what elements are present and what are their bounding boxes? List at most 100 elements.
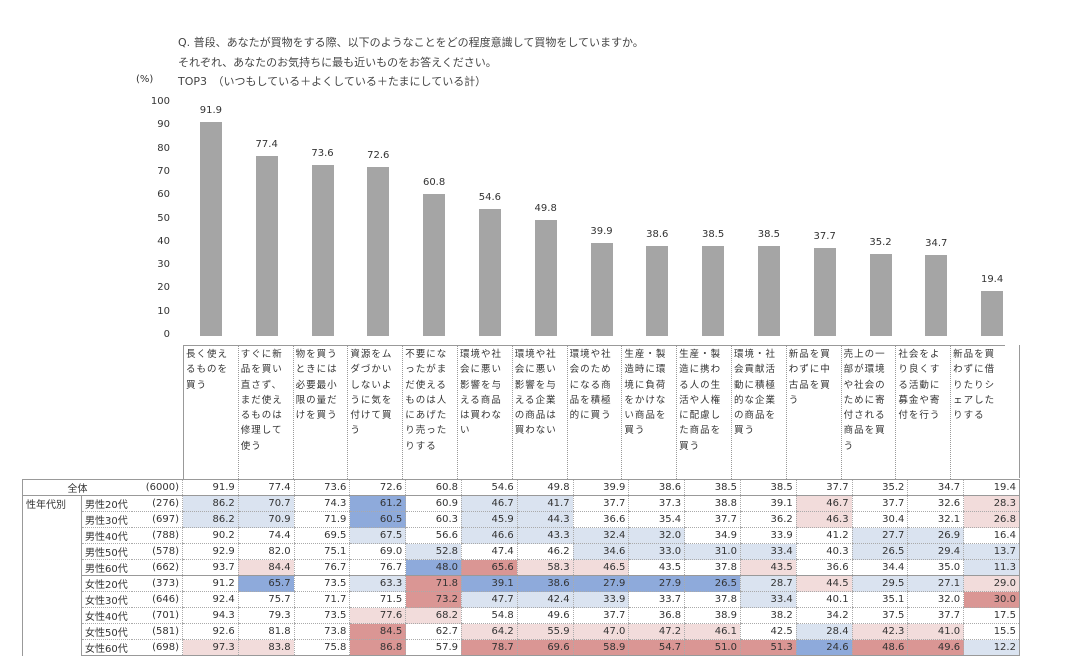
row-label: 男性50代 (81, 543, 132, 560)
table-cell: 46.2 (516, 543, 574, 560)
table-cell: 74.3 (293, 495, 350, 512)
question-line-2: それぞれ、あなたのお気持ちに最も近いものをお答えください。 (178, 56, 497, 69)
table-cell: 40.3 (795, 543, 853, 560)
sample-size: (6000) (132, 479, 183, 496)
table-cell: 75.1 (293, 543, 350, 560)
table-cell: 57.9 (405, 639, 462, 656)
table-cell: 42.3 (851, 623, 908, 640)
table-cell: 75.7 (237, 591, 295, 608)
table-cell: 27.1 (907, 575, 964, 592)
bar-value-label: 37.7 (813, 231, 836, 243)
y-tick-label: 50 (157, 212, 170, 224)
category-border (1019, 345, 1020, 478)
table-cell: 77.4 (237, 479, 295, 496)
table-cell: 46.6 (460, 527, 518, 544)
table-cell: 37.5 (851, 607, 908, 624)
total-row: 全体 (6000) 91.9 77.4 73.6 72.6 60.8 54.6 49.8 39.9… (22, 479, 1020, 496)
row-label: 女性40代 (81, 607, 132, 624)
table-cell: 37.7 (572, 495, 629, 512)
table-cell: 74.4 (237, 527, 295, 544)
table-cell: 37.8 (684, 559, 741, 576)
category-label: すぐに新品を買い直さず、まだ使えるものは修理して使う (237, 346, 293, 479)
table-cell: 54.7 (628, 639, 685, 656)
table-cell: 35.0 (907, 559, 964, 576)
table-cell: 35.2 (851, 479, 908, 496)
table-cell: 11.3 (963, 559, 1020, 576)
table-cell: 73.2 (405, 591, 462, 608)
table-cell: 79.3 (237, 607, 295, 624)
table-cell: 36.8 (628, 607, 685, 624)
table-cell: 46.5 (572, 559, 629, 576)
bar (757, 246, 780, 336)
table-cell: 30.4 (851, 511, 908, 528)
bar-value-label: 38.5 (757, 229, 781, 241)
table-cell: 35.4 (628, 511, 685, 528)
table-cell: 32.6 (907, 495, 964, 512)
table-cell: 41.0 (907, 623, 964, 640)
y-tick-label: 60 (157, 189, 170, 201)
table-cell: 16.4 (963, 527, 1020, 544)
table-cell: 73.5 (293, 575, 350, 592)
table-cell: 73.5 (293, 607, 350, 624)
category-label: 物を買うときには必要最小限の量だけを買う (292, 346, 348, 479)
category-label: 環境・社会貢献活動に積極的な企業の商品を買う (730, 346, 786, 479)
table-cell: 28.7 (739, 575, 797, 592)
bar (255, 155, 278, 336)
table-cell: 69.6 (516, 639, 574, 656)
table-cell: 49.8 (516, 479, 574, 496)
table-cell: 67.5 (349, 527, 406, 544)
table-cell: 91.9 (182, 479, 239, 496)
table-cell: 37.7 (795, 479, 853, 496)
bar (367, 166, 390, 336)
bar-value-label: 35.2 (869, 236, 892, 248)
table-cell: 91.2 (182, 575, 239, 592)
row-label: 男性40代 (81, 527, 132, 544)
table-cell: 77.6 (349, 607, 406, 624)
table-cell: 19.4 (963, 479, 1020, 496)
table-cell: 34.2 (795, 607, 853, 624)
table-cell: 13.7 (963, 543, 1020, 560)
table-cell: 49.6 (907, 639, 964, 656)
bar (646, 246, 669, 336)
bar-value-label: 77.4 (255, 138, 278, 150)
table-cell: 26.5 (851, 543, 908, 560)
table-cell: 39.9 (572, 479, 629, 496)
sample-size: (646) (132, 591, 183, 608)
table-cell: 33.9 (572, 591, 629, 608)
bar-value-label: 91.9 (199, 104, 223, 116)
table-cell: 26.8 (963, 511, 1020, 528)
bar-value-label: 38.5 (701, 229, 725, 241)
table-cell: 78.7 (460, 639, 518, 656)
table-cell: 71.9 (293, 511, 350, 528)
table-cell: 83.8 (237, 639, 295, 656)
table-cell: 38.2 (739, 607, 797, 624)
table-cell: 58.9 (572, 639, 629, 656)
bar-value-label: 73.6 (311, 147, 334, 159)
table-cell: 73.6 (293, 479, 350, 496)
y-tick-label: 70 (157, 165, 170, 177)
table-cell: 69.5 (293, 527, 350, 544)
table-cell: 97.3 (182, 639, 239, 656)
table-cell: 46.3 (795, 511, 853, 528)
table-cell: 41.2 (795, 527, 853, 544)
y-tick-label: 10 (157, 305, 170, 317)
table-cell: 33.0 (628, 543, 685, 560)
category-label: 新品を買わずに借りたりシェアしたりする (950, 346, 1005, 479)
table-row: 男性50代 (578) 92.9 82.0 75.1 69.0 52.8 47.4 46.2 34… (23, 543, 1020, 560)
y-tick-label: 0 (163, 329, 170, 340)
table-cell: 47.4 (460, 543, 518, 560)
sample-size: (662) (132, 559, 183, 576)
table-cell: 47.7 (460, 591, 518, 608)
table-cell: 45.9 (460, 511, 518, 528)
bar (199, 121, 222, 336)
table-cell: 71.7 (293, 591, 350, 608)
table-cell: 37.7 (572, 607, 629, 624)
table-cell: 37.7 (684, 511, 741, 528)
table-cell: 47.0 (572, 623, 629, 640)
row-label: 女性20代 (81, 575, 132, 592)
sample-size: (276) (132, 495, 183, 512)
table-row: 女性30代 (646) 92.4 75.7 71.7 71.5 73.2 47.7 42.4 33… (23, 591, 1020, 608)
table-cell: 12.2 (963, 639, 1020, 656)
table-cell: 36.6 (795, 559, 853, 576)
table-cell: 76.7 (349, 559, 406, 576)
